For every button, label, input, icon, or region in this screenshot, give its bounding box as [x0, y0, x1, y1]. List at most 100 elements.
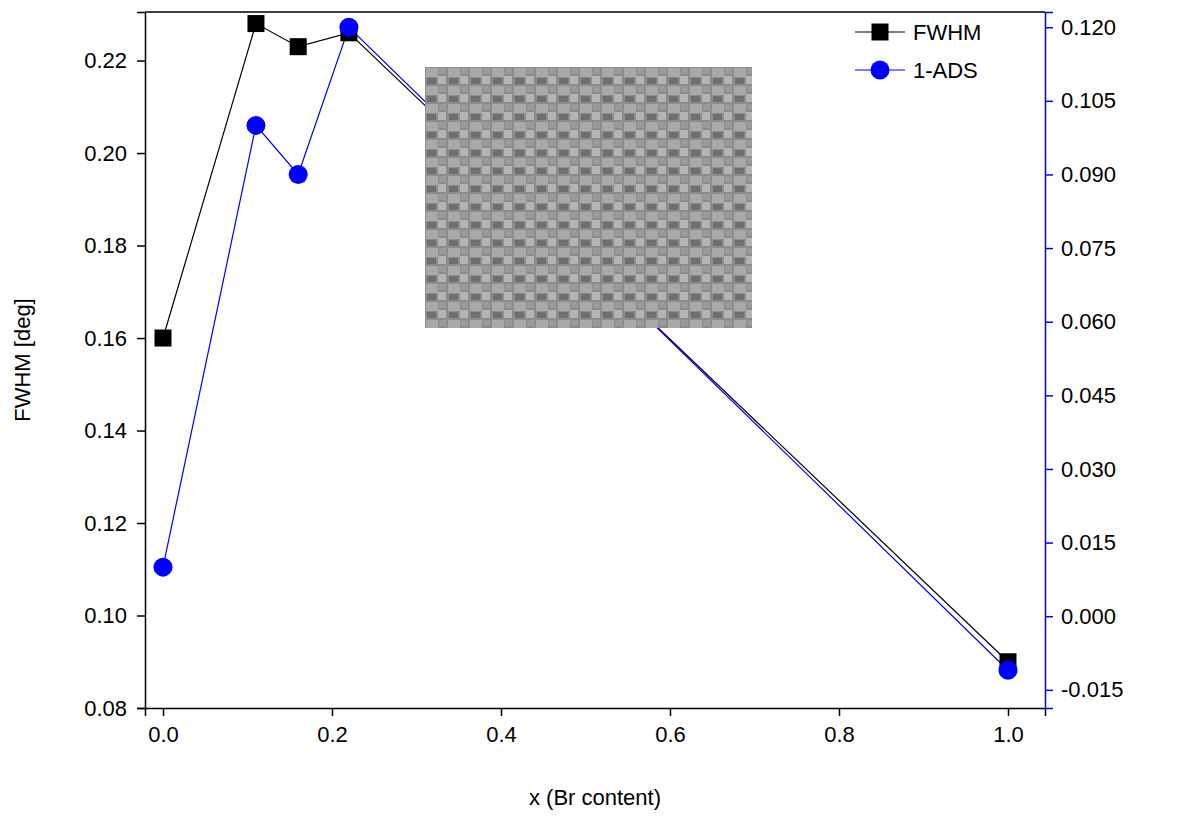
tick-mark — [1045, 542, 1053, 544]
tick: 0.16 — [84, 326, 145, 351]
data-point — [998, 661, 1017, 680]
tick-mark — [1045, 27, 1053, 29]
tick: 0.075 — [1045, 236, 1116, 261]
x-axis: 0.0 0.2 0.4 0.6 0.8 1.0 — [146, 708, 1046, 747]
tick-mark — [137, 153, 145, 155]
data-point — [153, 558, 172, 577]
tick-label: 0.4 — [486, 722, 517, 747]
marker-group — [289, 165, 308, 184]
tick-mark — [137, 60, 145, 62]
tick-label: 0.090 — [1061, 162, 1116, 187]
data-point — [290, 38, 307, 55]
tick-mark — [1045, 101, 1053, 103]
tick-mark — [1045, 321, 1053, 323]
tick-label: 0.060 — [1061, 309, 1116, 334]
tick-mark — [137, 245, 145, 247]
inset-image-area — [425, 67, 752, 328]
tick-mark — [1045, 174, 1053, 176]
tick-mark — [839, 708, 841, 716]
tick: 0.14 — [84, 418, 145, 443]
tick-label: 0.015 — [1061, 530, 1116, 555]
axis-line — [137, 13, 146, 709]
tick-label: 0.16 — [84, 326, 127, 351]
tick: 0.20 — [84, 141, 145, 166]
legend-entry: 1-ADS — [855, 58, 978, 83]
tick-mark — [137, 430, 145, 432]
series-line — [163, 27, 1008, 670]
legend-symbol — [871, 61, 890, 80]
tick: 0.045 — [1045, 383, 1116, 408]
tick: 1.0 — [993, 708, 1024, 747]
marker-group — [153, 558, 172, 577]
tick: 0.2 — [317, 708, 348, 747]
tick: 0.08 — [84, 696, 145, 721]
inset-image — [425, 67, 752, 328]
tick-mark — [137, 338, 145, 340]
tick-mark — [137, 615, 145, 617]
tick-label: 0.12 — [84, 511, 127, 536]
tick-mark — [163, 708, 165, 716]
tick-label: 0.8 — [824, 722, 855, 747]
legend-marker — [872, 24, 889, 41]
tick-label: 0.18 — [84, 233, 127, 258]
legend-label: FWHM — [913, 20, 981, 45]
tick-label: -0.015 — [1061, 677, 1123, 702]
tick: 0.015 — [1045, 530, 1116, 555]
tick: 0.6 — [655, 708, 686, 747]
tick-mark — [1045, 395, 1053, 397]
marker-group — [154, 330, 171, 347]
tick-mark — [1008, 708, 1010, 716]
tick-label: 0.2 — [317, 722, 348, 747]
tick-label: 0.14 — [84, 418, 127, 443]
tick-label: 0.08 — [84, 696, 127, 721]
tick-label: 0.0 — [148, 722, 179, 747]
tick-label: 0.10 — [84, 603, 127, 628]
marker-group — [998, 661, 1017, 680]
tick-mark — [1045, 248, 1053, 250]
tick: 0.000 — [1045, 604, 1116, 629]
x-axis-title: x (Br content) — [529, 785, 661, 810]
tick-label: 0.20 — [84, 141, 127, 166]
tick-label: 1.0 — [993, 722, 1024, 747]
tick-label: 0.6 — [655, 722, 686, 747]
axis-line — [1046, 13, 1054, 709]
tick-label: 0.030 — [1061, 457, 1116, 482]
tick: 0.18 — [84, 233, 145, 258]
tick: 0.105 — [1045, 88, 1116, 113]
tick-mark — [332, 708, 334, 716]
marker-group — [246, 116, 265, 135]
axis-line — [146, 709, 1046, 717]
tick: 0.030 — [1045, 457, 1116, 482]
tick: 0.0 — [148, 708, 179, 747]
tick-mark — [137, 523, 145, 525]
series-line — [163, 24, 1008, 662]
tick-label: 0.045 — [1061, 383, 1116, 408]
data-point — [246, 116, 265, 135]
tick: 0.12 — [84, 511, 145, 536]
data-point — [154, 330, 171, 347]
data-point — [289, 165, 308, 184]
tick-label: 0.120 — [1061, 15, 1116, 40]
tick: 0.10 — [84, 603, 145, 628]
marker-group — [247, 15, 264, 32]
markers — [153, 15, 1017, 680]
data-area — [163, 24, 1008, 671]
plot: 0.0 0.2 0.4 0.6 0.8 1.0 0.08 0.10 0.12 0.14 0.16 0.… — [84, 12, 1123, 747]
marker-group — [339, 18, 358, 37]
tick-mark — [1045, 616, 1053, 618]
tick: 0.060 — [1045, 309, 1116, 334]
marker-group — [290, 38, 307, 55]
tick-mark — [501, 708, 503, 716]
y-axis: 0.080.100.120.140.160.180.200.22 — [84, 13, 145, 721]
tick-label: 0.075 — [1061, 236, 1116, 261]
legend: FWHM 1-ADS — [855, 20, 981, 83]
data-point — [339, 18, 358, 37]
tick: 0.4 — [486, 708, 517, 747]
legend-marker — [871, 61, 890, 80]
y2-axis: -0.015 0.000 0.015 0.030 0.045 0.060 0.075 0.09… — [1045, 13, 1123, 709]
data-point — [247, 15, 264, 32]
tick: -0.015 — [1045, 677, 1123, 702]
tick-mark — [670, 708, 672, 716]
y-axis-title: FWHM [deg] — [10, 298, 35, 421]
tick-mark — [137, 708, 145, 710]
